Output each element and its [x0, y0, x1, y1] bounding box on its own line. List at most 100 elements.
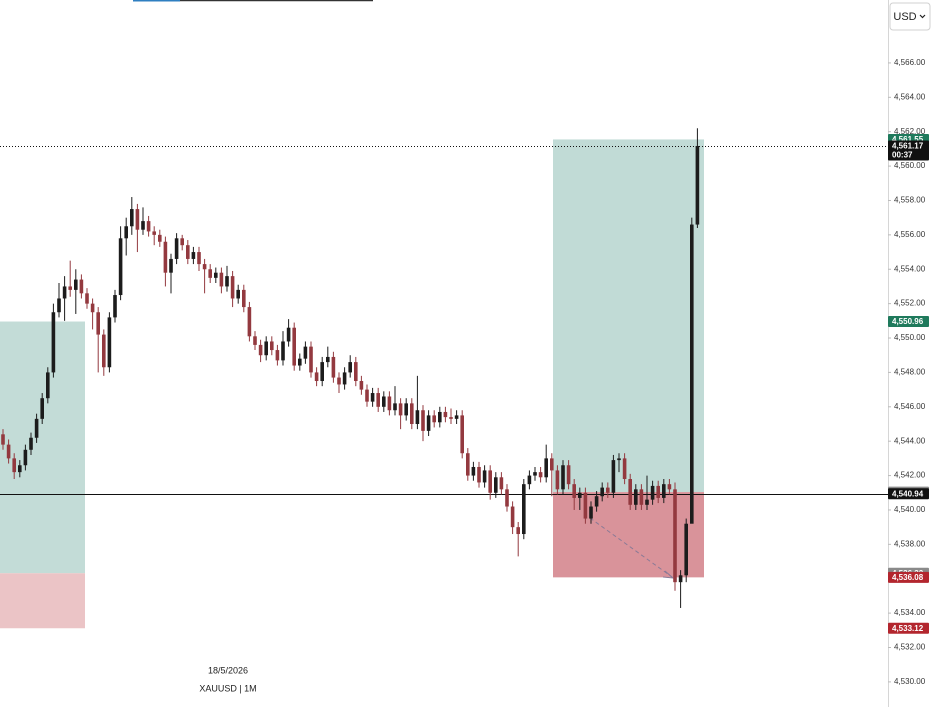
- candle-body: [225, 276, 229, 287]
- candle-body: [40, 398, 44, 419]
- candle-body: [359, 381, 364, 390]
- y-tick-label: 4,540.00: [894, 505, 926, 514]
- candle-body: [348, 362, 352, 373]
- candle-body: [174, 238, 179, 259]
- y-tick-label: 4,532.00: [894, 643, 926, 652]
- price-label-box: [888, 316, 929, 328]
- candle-body: [522, 484, 526, 535]
- candle-body: [191, 252, 196, 259]
- candle-body: [57, 298, 61, 313]
- candle-body: [331, 356, 336, 378]
- candle-body: [510, 506, 515, 528]
- candle-body: [578, 492, 582, 498]
- y-tick-label: 4,544.00: [894, 436, 926, 445]
- price-label: 4,550.96: [892, 317, 924, 326]
- candle-body: [438, 411, 442, 423]
- candle-body: [90, 303, 95, 313]
- y-tick-label: 4,556.00: [894, 230, 926, 239]
- candle-body: [169, 258, 173, 273]
- candle-body: [79, 279, 84, 294]
- candle-body: [124, 226, 128, 239]
- currency-button[interactable]: [889, 2, 931, 31]
- candle-body: [589, 506, 593, 519]
- candle-body: [314, 372, 319, 382]
- candle-body: [163, 241, 168, 273]
- candle-body: [370, 393, 375, 402]
- candle-body: [645, 499, 649, 505]
- candle-body: [460, 415, 464, 454]
- loss-zone: [0, 573, 85, 629]
- candle-body: [684, 523, 688, 576]
- candle-body: [398, 403, 403, 416]
- candle-body: [102, 334, 106, 368]
- candle-body: [516, 527, 520, 535]
- candle-body: [449, 417, 453, 419]
- price-lines: [0, 146, 888, 495]
- candle-body: [505, 489, 509, 507]
- candle-body: [477, 466, 481, 483]
- candle-body: [130, 209, 134, 227]
- candle-body: [12, 458, 16, 473]
- price-label-box: [888, 571, 929, 583]
- candle-body: [6, 444, 11, 459]
- projection-arrow: [589, 517, 673, 578]
- candle-body: [617, 458, 621, 461]
- candle-body: [410, 403, 414, 424]
- candle-body: [303, 346, 308, 359]
- candle-body: [208, 269, 212, 278]
- candle-body: [594, 496, 599, 507]
- candle-body: [214, 272, 218, 278]
- candle-body: [695, 145, 700, 225]
- candle-body: [650, 485, 655, 500]
- candle-body: [566, 465, 571, 485]
- candle-body: [197, 252, 201, 265]
- candle-body: [387, 396, 392, 411]
- candle-body: [337, 377, 341, 385]
- countdown: 00:37: [892, 151, 913, 160]
- candle-body: [68, 286, 72, 290]
- candle-body: [488, 470, 492, 493]
- candle-body: [236, 289, 240, 299]
- candle-body: [662, 484, 666, 498]
- candle-body: [146, 221, 151, 232]
- y-tick-label: 4,554.00: [894, 264, 926, 273]
- price-label: 4,561.55: [892, 135, 924, 144]
- candle-body: [443, 411, 448, 418]
- candle-body: [74, 279, 78, 290]
- candle-body: [180, 238, 184, 246]
- candle-body: [572, 484, 576, 498]
- y-tick-label: 4,550.00: [894, 333, 926, 342]
- y-tick-label: 4,562.00: [894, 127, 926, 136]
- y-tick-label: 4,564.00: [894, 92, 926, 101]
- y-tick-label: 4,542.00: [894, 471, 926, 480]
- candle-body: [34, 418, 39, 438]
- y-tick-label: 4,552.00: [894, 299, 926, 308]
- candle-body: [606, 487, 610, 493]
- candle-body: [309, 346, 313, 373]
- candle-body: [583, 492, 588, 519]
- candle-body: [454, 415, 459, 419]
- candle-body: [186, 245, 190, 259]
- candle-body: [85, 293, 89, 304]
- candle-body: [286, 327, 291, 342]
- loss-zone: [553, 492, 704, 578]
- candle-body: [673, 489, 677, 583]
- profit-zone: [553, 139, 704, 493]
- currency[interactable]: USD: [893, 11, 916, 23]
- candle-body: [292, 327, 296, 366]
- profit-zone: [0, 321, 85, 574]
- candle-body: [600, 487, 604, 497]
- candle-body: [202, 264, 207, 270]
- price-label-box: [888, 488, 929, 500]
- date-label: 18/5/2026: [208, 665, 248, 675]
- candle-body: [342, 372, 347, 385]
- candle-body: [611, 460, 616, 493]
- candle-body: [550, 458, 554, 471]
- candle-body: [622, 458, 627, 480]
- candle-body: [404, 403, 408, 416]
- candle-body: [62, 286, 67, 299]
- y-tick-label: 4,558.00: [894, 196, 926, 205]
- candle-body: [275, 350, 280, 361]
